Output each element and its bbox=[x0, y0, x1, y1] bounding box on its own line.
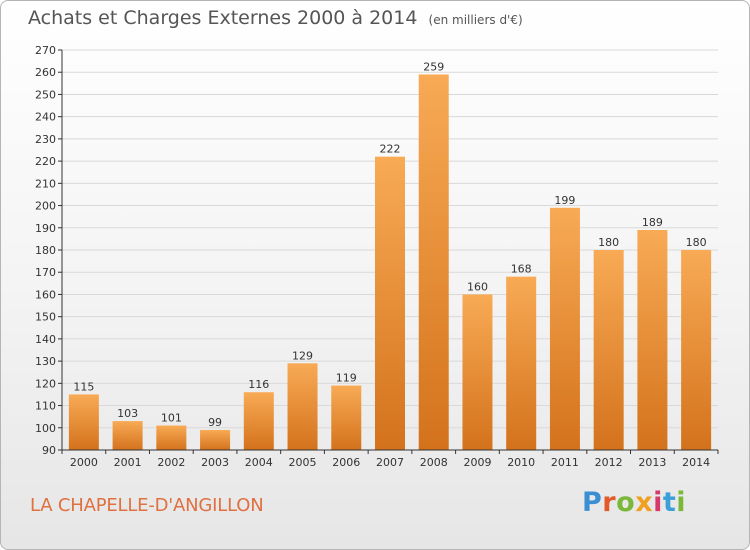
bar-2002 bbox=[156, 425, 187, 450]
bar-2011 bbox=[549, 207, 580, 450]
value-label: 101 bbox=[161, 412, 182, 425]
y-tick-label: 110 bbox=[35, 400, 56, 413]
y-tick-label: 120 bbox=[35, 377, 56, 390]
x-tick-label: 2009 bbox=[463, 456, 491, 469]
value-label: 189 bbox=[642, 216, 663, 229]
logo-letter: o bbox=[616, 487, 636, 518]
bar-2008 bbox=[418, 74, 449, 450]
logo-letter: r bbox=[602, 487, 617, 518]
bar-2001 bbox=[112, 421, 143, 450]
x-tick-label: 2008 bbox=[420, 456, 448, 469]
chart-header: Achats et Charges Externes 2000 à 2014 (… bbox=[28, 7, 523, 29]
bar-2009 bbox=[462, 294, 493, 450]
logo-letter: i bbox=[676, 487, 687, 518]
value-label: 180 bbox=[598, 236, 619, 249]
x-tick-label: 2011 bbox=[551, 456, 579, 469]
value-label: 168 bbox=[511, 263, 532, 276]
x-tick-label: 2002 bbox=[157, 456, 185, 469]
x-tick-label: 2007 bbox=[376, 456, 404, 469]
y-tick-label: 220 bbox=[35, 155, 56, 168]
y-tick-label: 90 bbox=[42, 444, 56, 457]
x-tick-label: 2000 bbox=[70, 456, 98, 469]
x-tick-label: 2001 bbox=[114, 456, 142, 469]
bars bbox=[68, 74, 712, 450]
bar-2000 bbox=[68, 394, 99, 450]
value-label: 115 bbox=[73, 380, 94, 393]
y-tick-label: 170 bbox=[35, 266, 56, 279]
logo-letter: i bbox=[653, 487, 663, 518]
y-tick-label: 270 bbox=[35, 44, 56, 57]
y-tick-label: 190 bbox=[35, 222, 56, 235]
bar-2005 bbox=[287, 363, 318, 450]
value-label: 116 bbox=[248, 378, 269, 391]
value-label: 129 bbox=[292, 349, 313, 362]
x-tick-label: 2014 bbox=[682, 456, 710, 469]
x-tick-label: 2004 bbox=[245, 456, 273, 469]
logo-letter: P bbox=[582, 487, 603, 518]
y-tick-label: 200 bbox=[35, 200, 56, 213]
bar-2010 bbox=[506, 276, 537, 450]
axes: 90 100 110 120 130 140 150 160 170 180 190 200 210 22… bbox=[35, 44, 719, 469]
proxiti-logo: Proxiti bbox=[582, 487, 686, 518]
x-tick-label: 2010 bbox=[507, 456, 535, 469]
x-tick-label: 2012 bbox=[595, 456, 623, 469]
value-label: 160 bbox=[467, 280, 488, 293]
value-label: 119 bbox=[336, 372, 357, 385]
x-tick-label: 2005 bbox=[289, 456, 317, 469]
bar-2013 bbox=[637, 230, 668, 450]
logo-letter: t bbox=[662, 487, 677, 518]
bar-2004 bbox=[243, 392, 274, 450]
bar-2006 bbox=[331, 385, 362, 450]
y-tick-label: 130 bbox=[35, 355, 56, 368]
commune-name: LA CHAPELLE-D'ANGILLON bbox=[30, 495, 264, 516]
value-label: 199 bbox=[554, 194, 575, 207]
bar-2007 bbox=[375, 156, 405, 450]
y-tick-label: 210 bbox=[35, 177, 56, 190]
x-tick-label: 2003 bbox=[201, 456, 229, 469]
y-tick-label: 250 bbox=[35, 88, 56, 101]
y-tick-label: 180 bbox=[35, 244, 56, 257]
x-tick-label: 2013 bbox=[638, 456, 666, 469]
y-tick-label: 260 bbox=[35, 66, 56, 79]
bar-2003 bbox=[200, 430, 231, 450]
logo-letter: x bbox=[635, 487, 654, 518]
y-tick-label: 240 bbox=[35, 111, 56, 124]
value-labels: 115 103 101 99 116 129 119 222 259 160 168 199 180 18… bbox=[73, 60, 706, 429]
value-label: 103 bbox=[117, 407, 138, 420]
y-tick-label: 100 bbox=[35, 422, 56, 435]
x-tick-label: 2006 bbox=[332, 456, 360, 469]
chart-title: Achats et Charges Externes 2000 à 2014 bbox=[28, 7, 418, 29]
y-tick-label: 150 bbox=[35, 311, 56, 324]
value-label: 259 bbox=[423, 60, 444, 73]
y-tick-label: 230 bbox=[35, 133, 56, 146]
value-label: 180 bbox=[686, 236, 707, 249]
bar-2012 bbox=[593, 250, 624, 450]
value-label: 222 bbox=[380, 143, 401, 156]
bar-2014 bbox=[681, 250, 712, 450]
chart-unit: (en milliers d'€) bbox=[428, 13, 523, 27]
value-label: 99 bbox=[208, 416, 222, 429]
y-tick-label: 140 bbox=[35, 333, 56, 346]
y-tick-label: 160 bbox=[35, 288, 56, 301]
